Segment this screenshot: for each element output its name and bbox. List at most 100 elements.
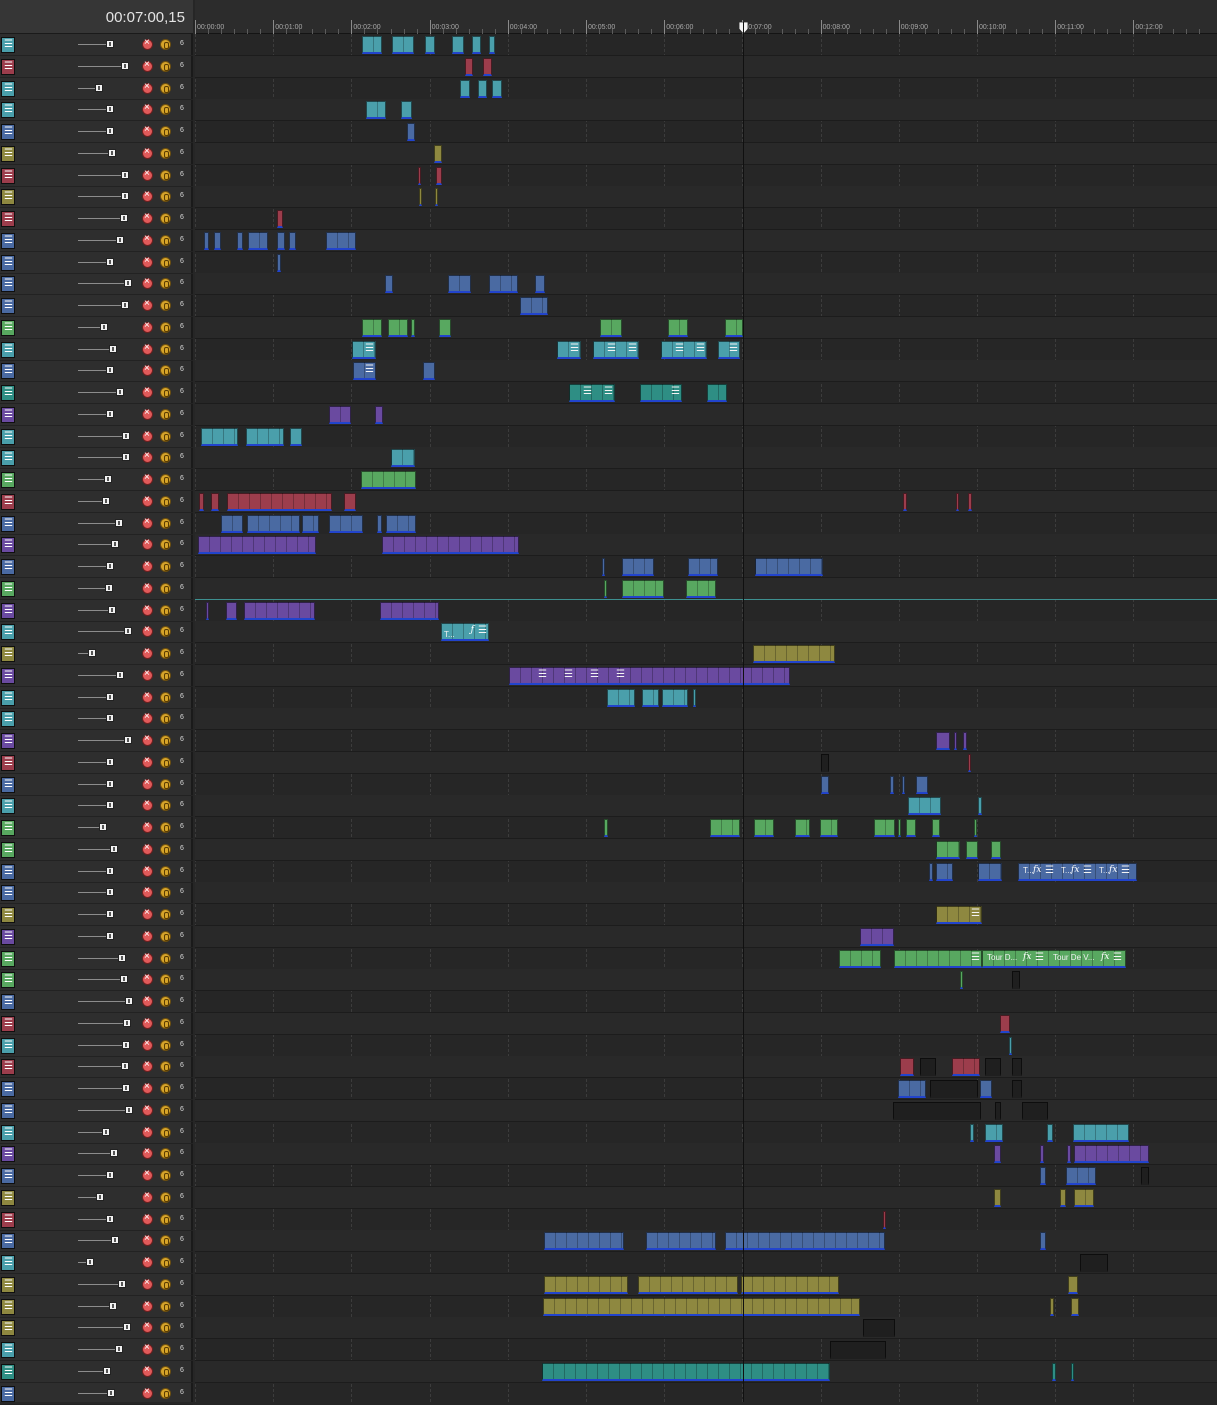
media-clip[interactable] [686,579,716,598]
track-lane[interactable] [195,1252,1217,1274]
track-menu-button[interactable]: ☰ [1,798,15,815]
track-header[interactable]: ☰6 [0,1035,193,1057]
media-clip[interactable] [277,253,281,272]
solo-icon[interactable] [160,843,171,855]
media-clip[interactable] [246,427,284,446]
media-clip[interactable] [860,927,894,946]
solo-icon[interactable] [160,865,171,877]
volume-fader-handle[interactable] [111,540,119,549]
media-clip[interactable] [821,753,829,772]
media-clip[interactable] [985,1123,1003,1142]
media-clip[interactable] [995,1101,1001,1120]
solo-icon[interactable] [160,365,171,377]
track-header[interactable]: ☰6 [0,817,193,839]
volume-fader-handle[interactable] [107,1388,115,1397]
media-clip[interactable]: ☰ ☰ [569,384,615,402]
solo-icon[interactable] [160,321,171,333]
media-clip[interactable] [1047,1123,1053,1142]
media-clip[interactable] [489,275,518,294]
track-menu-button[interactable]: ☰ [1,994,15,1010]
solo-icon[interactable] [160,408,171,420]
media-clip[interactable] [932,819,940,837]
media-clip[interactable] [544,1275,628,1294]
volume-fader-handle[interactable] [106,40,114,48]
mute-icon[interactable] [142,1081,153,1094]
solo-icon[interactable] [160,1257,171,1268]
volume-fader-track[interactable] [78,1001,129,1002]
track-menu-button[interactable]: ☰ [1,1211,15,1228]
volume-fader-handle[interactable] [120,975,128,984]
media-clip[interactable] [221,514,243,533]
media-clip[interactable] [478,79,487,98]
clip-menu-icon[interactable]: ☰ [696,342,705,354]
volume-fader-track[interactable] [78,413,110,415]
media-clip[interactable] [434,144,442,163]
media-clip[interactable] [329,514,363,533]
media-clip[interactable] [754,819,774,837]
media-clip[interactable] [985,1058,1001,1077]
mute-icon[interactable] [142,929,153,942]
volume-fader-track[interactable] [78,1349,119,1350]
volume-fader-handle[interactable] [106,127,114,135]
solo-icon[interactable] [160,1365,171,1377]
track-header[interactable]: ☰6 [0,1252,193,1274]
solo-icon[interactable] [160,1148,171,1160]
clip-menu-icon[interactable]: ☰ [1113,951,1122,963]
track-lane[interactable] [195,969,1217,992]
volume-fader-track[interactable] [78,653,92,654]
track-header[interactable]: ☰6 [0,143,193,165]
solo-icon[interactable] [160,1017,171,1029]
track-lane[interactable] [195,904,1217,926]
solo-icon[interactable] [160,1213,171,1225]
track-header[interactable]: ☰6 [0,534,193,557]
media-clip[interactable] [380,601,439,620]
track-lane[interactable] [195,78,1217,100]
track-lane[interactable] [195,426,1217,448]
media-clip[interactable] [707,384,727,402]
volume-fader-track[interactable] [78,805,110,807]
track-lane[interactable] [195,1296,1217,1318]
media-clip[interactable] [966,840,978,859]
solo-icon[interactable] [160,60,171,72]
track-lane[interactable] [195,1078,1217,1100]
volume-fader-track[interactable] [78,218,124,219]
media-clip[interactable] [460,79,470,98]
media-clip[interactable] [978,797,982,816]
track-menu-button[interactable]: ☰ [1,298,15,314]
volume-fader-track[interactable] [78,109,110,111]
media-clip[interactable] [1052,1362,1056,1381]
volume-fader-handle[interactable] [115,1345,123,1353]
mute-icon[interactable] [142,363,153,377]
mute-icon[interactable] [142,624,153,638]
media-clip[interactable] [366,101,386,120]
media-clip[interactable]: ☰ ☰ [661,340,707,359]
media-clip[interactable]: ☰ [894,949,982,968]
volume-fader-track[interactable] [78,914,110,915]
volume-fader-handle[interactable] [106,366,114,375]
media-clip[interactable] [968,753,971,772]
media-clip[interactable] [439,318,451,337]
media-clip[interactable] [839,949,881,968]
track-header[interactable]: ☰6 [0,295,193,317]
track-menu-button[interactable]: ☰ [1,1059,15,1076]
track-header[interactable]: ☰6 [0,578,193,600]
media-clip[interactable] [662,688,688,707]
volume-fader-track[interactable] [78,827,103,828]
mute-icon[interactable] [142,255,153,268]
track-header[interactable]: ☰6 [0,774,193,796]
mute-icon[interactable] [142,81,153,94]
volume-fader-track[interactable] [78,761,110,763]
media-clip[interactable] [936,862,953,881]
solo-icon[interactable] [160,1126,171,1138]
track-menu-button[interactable]: ☰ [1,1168,15,1184]
mute-icon[interactable] [142,1364,153,1377]
media-clip[interactable] [980,1080,992,1098]
volume-fader-handle[interactable] [116,388,124,396]
volume-fader-handle[interactable] [104,475,112,483]
solo-icon[interactable] [160,147,171,159]
track-header[interactable]: ☰6 [0,360,193,383]
track-lane[interactable] [195,1339,1217,1361]
media-clip[interactable] [1050,1297,1054,1316]
solo-icon[interactable] [160,191,171,203]
track-header[interactable]: ☰6 [0,882,193,905]
